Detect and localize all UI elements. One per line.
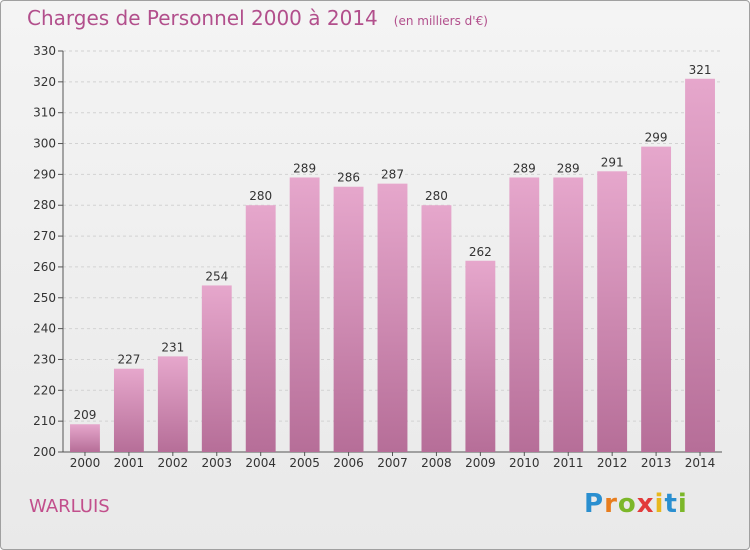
y-tick-label: 210 — [33, 414, 56, 428]
bar-2014 — [685, 78, 715, 452]
logo-letter: i — [654, 489, 665, 519]
bar-2002 — [157, 356, 188, 452]
x-tick-label-2010: 2010 — [509, 456, 540, 470]
y-tick-label: 280 — [33, 198, 56, 212]
x-tick-label-2011: 2011 — [553, 456, 584, 470]
x-tick-label-2004: 2004 — [245, 456, 276, 470]
chart-title: Charges de Personnel 2000 à 2014 — [27, 6, 378, 30]
logo-letter: x — [636, 489, 655, 519]
bar-2001 — [113, 368, 144, 452]
logo-letter: o — [617, 489, 637, 519]
title-block: Charges de Personnel 2000 à 2014 (en mill… — [27, 6, 488, 30]
x-tick-label-2007: 2007 — [377, 456, 408, 470]
data-label-2012: 291 — [601, 155, 624, 169]
commune-name: WARLUIS — [29, 496, 110, 517]
logo-letter: t — [664, 489, 678, 519]
x-tick-label-2000: 2000 — [70, 456, 101, 470]
y-tick-label: 200 — [33, 445, 56, 459]
data-label-2001: 227 — [117, 353, 140, 367]
data-label-2010: 289 — [513, 161, 536, 175]
x-tick-label-2009: 2009 — [465, 456, 496, 470]
bar-2009 — [465, 260, 496, 452]
y-tick-label: 320 — [33, 75, 56, 89]
y-tick-label: 290 — [33, 167, 56, 181]
data-label-2014: 321 — [689, 63, 712, 77]
data-label-2013: 299 — [645, 131, 668, 145]
bar-2007 — [377, 183, 408, 452]
x-tick-label-2002: 2002 — [158, 456, 189, 470]
bar-2012 — [597, 171, 628, 453]
data-label-2002: 231 — [161, 340, 184, 354]
labels: 200 210 220 230 240 250 260 270 280 290 300 310 320 3… — [33, 44, 715, 470]
y-tick-label: 270 — [33, 229, 56, 243]
bar-2010 — [509, 177, 540, 452]
y-tick-label: 250 — [33, 291, 56, 305]
data-label-2008: 280 — [425, 189, 448, 203]
proxiti-logo: Proxiti — [584, 489, 688, 519]
bar-2003 — [201, 285, 232, 452]
x-tick-label-2013: 2013 — [641, 456, 672, 470]
y-tick-label: 240 — [33, 322, 56, 336]
logo-letter: r — [604, 489, 618, 519]
y-tick-label: 330 — [33, 44, 56, 58]
data-label-2006: 286 — [337, 171, 360, 185]
x-tick-label-2012: 2012 — [597, 456, 628, 470]
bar-2008 — [421, 205, 452, 452]
bar-2011 — [553, 177, 584, 452]
x-tick-label-2001: 2001 — [114, 456, 145, 470]
y-tick-label: 310 — [33, 106, 56, 120]
data-label-2005: 289 — [293, 161, 316, 175]
bars — [70, 78, 715, 453]
y-tick-label: 300 — [33, 137, 56, 151]
data-label-2011: 289 — [557, 161, 580, 175]
data-label-2007: 287 — [381, 168, 404, 182]
data-label-2000: 209 — [74, 408, 97, 422]
x-tick-label-2005: 2005 — [289, 456, 320, 470]
bar-2000 — [70, 424, 100, 452]
bar-2004 — [245, 205, 276, 452]
bar-2006 — [333, 186, 364, 452]
data-label-2009: 262 — [469, 245, 492, 259]
y-tick-label: 220 — [33, 383, 56, 397]
chart-subtitle: (en milliers d'€) — [393, 14, 488, 28]
data-label-2003: 254 — [205, 269, 228, 283]
bar-2013 — [641, 146, 672, 452]
x-tick-label-2014: 2014 — [685, 456, 716, 470]
y-tick-label: 260 — [33, 260, 56, 274]
logo-letter: i — [677, 489, 688, 519]
logo-letter: P — [584, 489, 605, 519]
data-label-2004: 280 — [249, 189, 272, 203]
x-tick-label-2006: 2006 — [333, 456, 364, 470]
x-tick-label-2008: 2008 — [421, 456, 452, 470]
x-tick-label-2003: 2003 — [201, 456, 232, 470]
bar-2005 — [289, 177, 320, 452]
y-tick-label: 230 — [33, 352, 56, 366]
